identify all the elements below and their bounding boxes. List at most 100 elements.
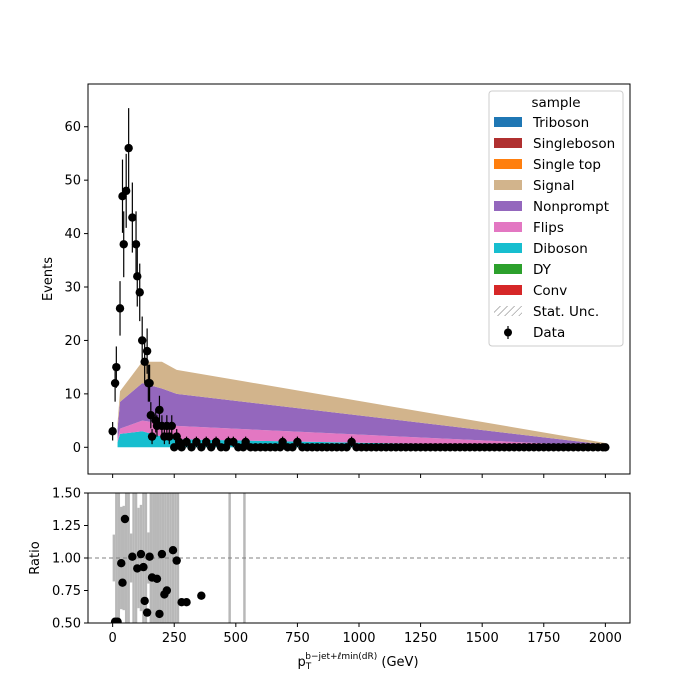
legend-color-swatch xyxy=(494,285,522,295)
ratio-point xyxy=(120,514,130,524)
legend-label: Single top xyxy=(533,157,601,173)
ratio-y-label: Ratio xyxy=(28,541,43,574)
ratio-point xyxy=(117,559,126,568)
ratio-point xyxy=(152,574,162,583)
data-point xyxy=(121,186,131,196)
data-point xyxy=(288,443,297,452)
ratio-point xyxy=(142,608,152,617)
legend-label: Triboson xyxy=(532,115,589,131)
y-tick-label: 30 xyxy=(64,281,81,296)
data-point xyxy=(110,378,120,388)
main-x-ticks xyxy=(112,474,606,478)
area-nonprompt xyxy=(117,383,606,447)
data-point xyxy=(293,437,302,447)
stacked-mc-area xyxy=(117,361,606,448)
data-point xyxy=(135,288,144,297)
ratio-point xyxy=(145,552,154,561)
legend-title: sample xyxy=(531,95,580,111)
x-tick-label: 1250 xyxy=(404,631,437,646)
main-y-label: Events xyxy=(41,257,56,301)
legend-item-diboson: Diboson xyxy=(494,241,588,257)
data-point xyxy=(108,427,117,436)
legend-color-swatch xyxy=(494,159,522,169)
data-point xyxy=(342,443,351,452)
ratio-point xyxy=(118,578,127,587)
unc-band-bin xyxy=(112,534,116,582)
x-tick-label: 500 xyxy=(223,631,248,646)
data-point xyxy=(147,432,157,441)
legend-label: Nonprompt xyxy=(533,199,609,215)
y-tick-label: 60 xyxy=(64,120,81,135)
ratio-point xyxy=(157,549,167,559)
x-tick-label: 1000 xyxy=(342,631,375,646)
area-flips xyxy=(117,420,606,448)
legend-label: Stat. Unc. xyxy=(533,304,599,320)
legend-label: Flips xyxy=(533,220,564,236)
legend-item-singleboson: Singleboson xyxy=(494,136,615,152)
legend-item-flips: Flips xyxy=(494,220,564,236)
legend-item-signal: Signal xyxy=(494,178,574,194)
legend-item-dy: DY xyxy=(494,262,552,278)
legend-color-swatch xyxy=(494,222,522,232)
ratio-point xyxy=(140,596,149,606)
ratio-point xyxy=(168,546,178,555)
legend-label: Conv xyxy=(533,283,567,299)
legend-label: Data xyxy=(533,325,565,341)
ratio-point xyxy=(162,586,172,595)
legend-label: DY xyxy=(533,262,552,278)
data-point xyxy=(187,443,196,452)
data-point xyxy=(131,240,141,249)
ratio-point xyxy=(182,598,191,607)
data-point xyxy=(601,443,610,452)
data-point xyxy=(115,304,125,313)
ratio-point xyxy=(136,549,146,559)
data-point xyxy=(170,443,179,452)
legend-color-swatch xyxy=(494,201,522,211)
x-tick-label: 750 xyxy=(285,631,310,646)
data-point xyxy=(145,378,154,388)
x-tick-label: 1750 xyxy=(527,631,560,646)
legend-item-nonprompt: Nonprompt xyxy=(494,199,609,215)
main-y-ticks: 0 10 20 30 40 50 60 xyxy=(64,120,88,456)
area-signal xyxy=(117,361,606,445)
data-point xyxy=(241,437,250,447)
legend-color-swatch xyxy=(494,138,522,148)
legend-item-triboson: Triboson xyxy=(494,115,589,131)
legend: sample Triboson Singleboson Single top Sign… xyxy=(488,90,624,347)
legend-item-data: Data xyxy=(504,325,565,341)
x-tick-label: 1500 xyxy=(466,631,499,646)
legend-color-swatch xyxy=(494,243,522,253)
unc-band-bin xyxy=(154,493,157,623)
ratio-y-ticks: 0.50 0.75 1.00 1.25 1.50 xyxy=(52,487,88,632)
x-tick-label: 0 xyxy=(108,631,116,646)
y-tick-label: 0 xyxy=(73,441,81,456)
legend-box xyxy=(488,90,624,347)
data-point xyxy=(128,213,137,222)
ratio-point xyxy=(172,556,181,565)
data-point xyxy=(211,437,221,447)
data-point xyxy=(155,405,164,415)
y-tick-label: 0.75 xyxy=(52,584,81,599)
ratio-point xyxy=(139,562,148,572)
legend-label: Diboson xyxy=(533,241,588,257)
legend-label: Singleboson xyxy=(533,136,615,152)
x-tick-label: 2000 xyxy=(589,631,622,646)
data-point xyxy=(142,346,152,356)
data-point xyxy=(119,240,128,249)
ratio-point xyxy=(155,609,164,619)
main-panel: 0 10 20 30 40 50 60 Events xyxy=(41,83,631,478)
y-tick-label: 1.25 xyxy=(52,519,81,534)
data-point xyxy=(347,437,356,447)
data-point xyxy=(278,437,287,447)
ratio-point xyxy=(197,591,206,600)
legend-item-single-top: Single top xyxy=(494,157,601,173)
y-tick-label: 10 xyxy=(64,387,81,402)
ratio-point xyxy=(113,617,122,623)
data-point xyxy=(167,421,176,431)
legend-color-swatch xyxy=(494,180,522,190)
data-point xyxy=(192,437,201,447)
legend-hatch-swatch xyxy=(494,306,522,316)
data-point xyxy=(229,437,238,447)
data-point xyxy=(206,443,216,452)
